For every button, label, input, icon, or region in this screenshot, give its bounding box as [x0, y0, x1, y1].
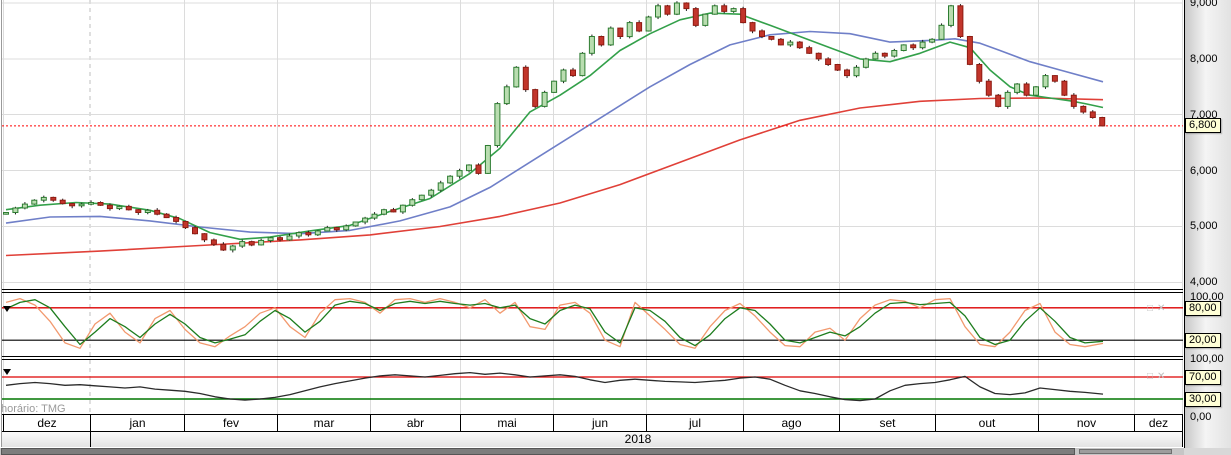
month-label-jun: jun — [553, 415, 646, 431]
horizontal-scrollbar[interactable] — [0, 448, 1231, 455]
price-axis-label: 7,000 — [1190, 108, 1218, 121]
rsi-axis-bottom-label: 0,00 — [1190, 411, 1212, 423]
year-label: 2018 — [624, 432, 652, 446]
last-price-flag: 6,800 — [1185, 118, 1221, 133]
price-axis-label: 8,000 — [1190, 52, 1218, 65]
month-label-abr: abr — [370, 415, 460, 431]
rsi-upper-flag: 70,00 — [1185, 370, 1221, 385]
close-panel-icon[interactable]: ✕ — [1157, 371, 1170, 382]
month-label-set: set — [839, 415, 935, 431]
price-axis-label: 4,000 — [1190, 276, 1218, 289]
rsi-lower-flag: 30,00 — [1185, 392, 1221, 407]
timezone-label: horário: TMG — [1, 403, 66, 415]
stoch-upper-flag: 80,00 — [1185, 301, 1221, 316]
time-axis-year: 2018 — [2, 432, 1183, 447]
month-label-mai: mai — [460, 415, 553, 431]
restore-panel-icon[interactable]: □ — [1147, 371, 1158, 382]
month-label-out: out — [935, 415, 1038, 431]
month-label-jul: jul — [646, 415, 743, 431]
rsi-panel-controls: □✕ — [1147, 372, 1169, 382]
scrollbar-thumb-secondary[interactable] — [1079, 449, 1172, 454]
month-label-dez: dez — [3, 415, 90, 431]
price-axis-label: 5,000 — [1190, 220, 1218, 233]
month-label-ago: ago — [743, 415, 839, 431]
month-label-nov: nov — [1038, 415, 1134, 431]
scrollbar-thumb[interactable] — [1, 448, 1075, 455]
scrollbar-corner — [1184, 448, 1231, 455]
month-label-jan: jan — [90, 415, 184, 431]
stoch-lower-flag: 20,00 — [1185, 333, 1221, 348]
year-tick — [90, 432, 91, 447]
restore-panel-icon[interactable]: □ — [1147, 303, 1158, 314]
price-axis-label: 9,000 — [1190, 0, 1218, 9]
year-tick — [1182, 432, 1183, 447]
stoch-panel-controls: □✕ — [1147, 304, 1169, 314]
price-axis-label: 6,000 — [1190, 164, 1218, 177]
time-axis-months: dez jan fev mar abr mai jun jul ago set out nov dez — [2, 414, 1183, 432]
month-label-dez: dez — [1134, 415, 1182, 431]
stoch-axis-top-label: 100,00 — [1190, 291, 1224, 303]
close-panel-icon[interactable]: ✕ — [1157, 303, 1170, 314]
month-axis-end-tick — [1182, 415, 1183, 431]
month-label-mar: mar — [277, 415, 370, 431]
month-label-fev: fev — [184, 415, 277, 431]
rsi-axis-top-label: 100,00 — [1190, 353, 1224, 365]
